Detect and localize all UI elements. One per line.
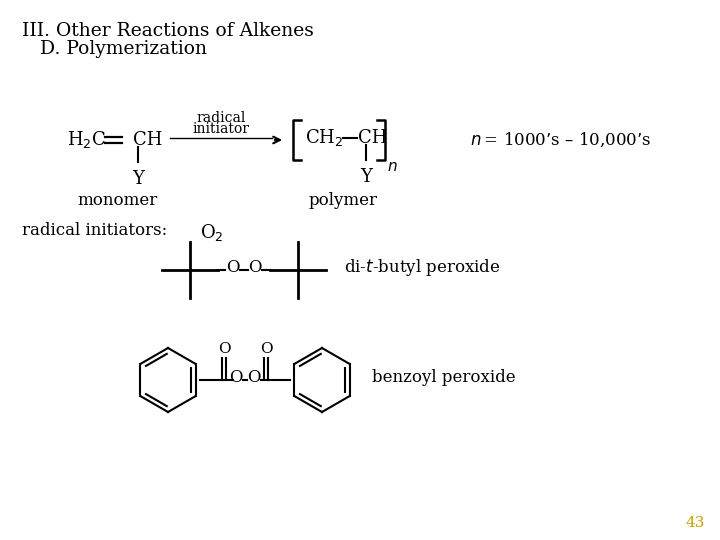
- Text: polymer: polymer: [308, 192, 377, 209]
- Text: CH: CH: [133, 131, 163, 149]
- Text: O$_2$: O$_2$: [200, 222, 224, 243]
- Text: O: O: [217, 342, 230, 356]
- Text: $n$ = 1000’s – 10,000’s: $n$ = 1000’s – 10,000’s: [470, 131, 651, 149]
- Text: benzoyl peroxide: benzoyl peroxide: [372, 369, 516, 387]
- Text: Y: Y: [132, 170, 144, 188]
- Text: Y: Y: [360, 168, 372, 186]
- Text: radical: radical: [197, 111, 246, 125]
- Text: III. Other Reactions of Alkenes: III. Other Reactions of Alkenes: [22, 22, 314, 40]
- Text: O: O: [229, 369, 243, 387]
- Text: 43: 43: [685, 516, 705, 530]
- Text: H$_2$C: H$_2$C: [68, 130, 107, 151]
- Text: CH$_2$: CH$_2$: [305, 127, 343, 149]
- Text: O: O: [248, 260, 262, 276]
- Text: D. Polymerization: D. Polymerization: [22, 40, 207, 58]
- Text: initiator: initiator: [192, 122, 250, 136]
- Text: O: O: [247, 369, 261, 387]
- Text: CH: CH: [358, 129, 387, 147]
- Text: $n$: $n$: [387, 160, 397, 174]
- Text: di-$t$-butyl peroxide: di-$t$-butyl peroxide: [344, 258, 500, 279]
- Text: O: O: [260, 342, 272, 356]
- Text: O: O: [226, 260, 240, 276]
- Text: radical initiators:: radical initiators:: [22, 222, 167, 239]
- Text: monomer: monomer: [78, 192, 158, 209]
